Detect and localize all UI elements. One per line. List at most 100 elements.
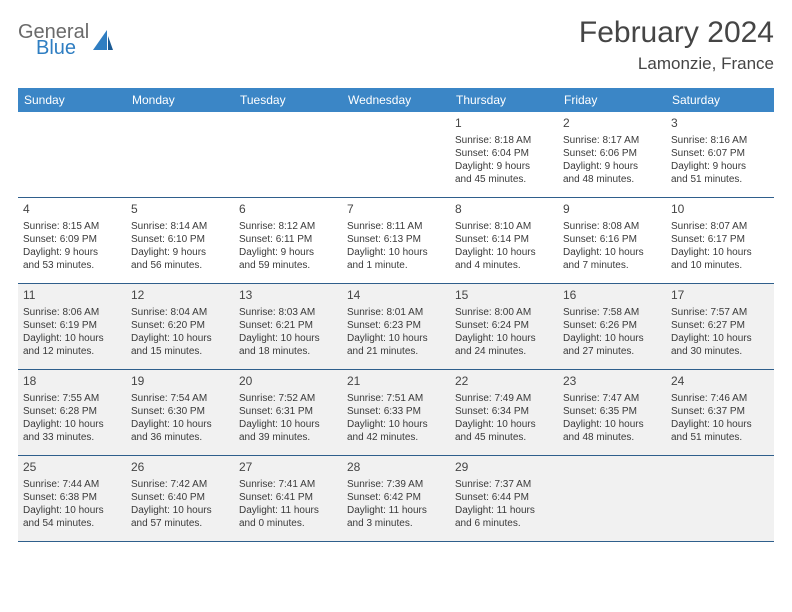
day-number: 4 — [23, 202, 121, 218]
day-detail: Daylight: 10 hours — [23, 504, 121, 517]
day-detail: Sunset: 6:44 PM — [455, 491, 553, 504]
calendar-cell: 7Sunrise: 8:11 AMSunset: 6:13 PMDaylight… — [342, 198, 450, 284]
day-detail: Daylight: 10 hours — [563, 246, 661, 259]
calendar-cell: 28Sunrise: 7:39 AMSunset: 6:42 PMDayligh… — [342, 456, 450, 542]
day-number: 6 — [239, 202, 337, 218]
day-detail: and 56 minutes. — [131, 259, 229, 272]
calendar-cell: 13Sunrise: 8:03 AMSunset: 6:21 PMDayligh… — [234, 284, 342, 370]
calendar-grid: SundayMondayTuesdayWednesdayThursdayFrid… — [18, 88, 774, 542]
dow-header: Monday — [126, 88, 234, 112]
day-detail: Sunset: 6:35 PM — [563, 405, 661, 418]
day-detail: and 1 minute. — [347, 259, 445, 272]
dow-header: Wednesday — [342, 88, 450, 112]
dow-header: Saturday — [666, 88, 774, 112]
day-detail: Sunset: 6:16 PM — [563, 233, 661, 246]
day-detail: Sunrise: 7:42 AM — [131, 478, 229, 491]
day-detail: and 53 minutes. — [23, 259, 121, 272]
day-detail: and 3 minutes. — [347, 517, 445, 530]
day-number: 1 — [455, 116, 553, 132]
header: General Blue February 2024 Lamonzie, Fra… — [18, 16, 774, 74]
month-title: February 2024 — [579, 16, 774, 50]
day-detail: Sunset: 6:17 PM — [671, 233, 769, 246]
calendar-cell-blank — [666, 456, 774, 542]
calendar-cell: 27Sunrise: 7:41 AMSunset: 6:41 PMDayligh… — [234, 456, 342, 542]
day-number: 27 — [239, 460, 337, 476]
day-detail: and 54 minutes. — [23, 517, 121, 530]
day-detail: Daylight: 10 hours — [239, 418, 337, 431]
day-detail: Sunset: 6:28 PM — [23, 405, 121, 418]
calendar-cell: 22Sunrise: 7:49 AMSunset: 6:34 PMDayligh… — [450, 370, 558, 456]
day-number: 14 — [347, 288, 445, 304]
day-detail: and 48 minutes. — [563, 173, 661, 186]
day-detail: Daylight: 10 hours — [455, 246, 553, 259]
day-detail: Sunrise: 7:44 AM — [23, 478, 121, 491]
day-detail: Sunrise: 8:01 AM — [347, 306, 445, 319]
day-number: 26 — [131, 460, 229, 476]
day-detail: and 27 minutes. — [563, 345, 661, 358]
day-detail: Sunset: 6:26 PM — [563, 319, 661, 332]
day-number: 12 — [131, 288, 229, 304]
day-detail: and 39 minutes. — [239, 431, 337, 444]
day-detail: Sunset: 6:06 PM — [563, 147, 661, 160]
day-detail: and 48 minutes. — [563, 431, 661, 444]
day-number: 3 — [671, 116, 769, 132]
calendar-cell: 20Sunrise: 7:52 AMSunset: 6:31 PMDayligh… — [234, 370, 342, 456]
day-detail: Sunrise: 8:07 AM — [671, 220, 769, 233]
day-detail: Sunrise: 8:18 AM — [455, 134, 553, 147]
day-detail: Sunset: 6:10 PM — [131, 233, 229, 246]
day-detail: Sunset: 6:27 PM — [671, 319, 769, 332]
day-detail: and 4 minutes. — [455, 259, 553, 272]
day-detail: Sunset: 6:42 PM — [347, 491, 445, 504]
calendar-cell: 24Sunrise: 7:46 AMSunset: 6:37 PMDayligh… — [666, 370, 774, 456]
day-detail: Daylight: 9 hours — [671, 160, 769, 173]
day-detail: Sunrise: 7:54 AM — [131, 392, 229, 405]
calendar-cell: 10Sunrise: 8:07 AMSunset: 6:17 PMDayligh… — [666, 198, 774, 284]
calendar-cell: 21Sunrise: 7:51 AMSunset: 6:33 PMDayligh… — [342, 370, 450, 456]
day-detail: and 45 minutes. — [455, 173, 553, 186]
day-number: 24 — [671, 374, 769, 390]
day-detail: Daylight: 9 hours — [455, 160, 553, 173]
day-detail: and 12 minutes. — [23, 345, 121, 358]
day-detail: Sunset: 6:24 PM — [455, 319, 553, 332]
day-detail: Sunset: 6:31 PM — [239, 405, 337, 418]
calendar-cell-blank — [234, 112, 342, 198]
day-detail: Sunrise: 7:47 AM — [563, 392, 661, 405]
day-number: 15 — [455, 288, 553, 304]
day-detail: Sunset: 6:09 PM — [23, 233, 121, 246]
calendar-cell: 9Sunrise: 8:08 AMSunset: 6:16 PMDaylight… — [558, 198, 666, 284]
day-detail: Sunrise: 8:00 AM — [455, 306, 553, 319]
day-number: 18 — [23, 374, 121, 390]
calendar-cell: 18Sunrise: 7:55 AMSunset: 6:28 PMDayligh… — [18, 370, 126, 456]
day-number: 29 — [455, 460, 553, 476]
calendar-cell: 3Sunrise: 8:16 AMSunset: 6:07 PMDaylight… — [666, 112, 774, 198]
day-detail: Daylight: 9 hours — [239, 246, 337, 259]
calendar-cell: 29Sunrise: 7:37 AMSunset: 6:44 PMDayligh… — [450, 456, 558, 542]
day-detail: Daylight: 10 hours — [455, 418, 553, 431]
day-number: 11 — [23, 288, 121, 304]
day-detail: Sunrise: 7:39 AM — [347, 478, 445, 491]
calendar-cell: 12Sunrise: 8:04 AMSunset: 6:20 PMDayligh… — [126, 284, 234, 370]
day-detail: and 24 minutes. — [455, 345, 553, 358]
day-detail: Sunset: 6:13 PM — [347, 233, 445, 246]
calendar-cell: 25Sunrise: 7:44 AMSunset: 6:38 PMDayligh… — [18, 456, 126, 542]
calendar-cell: 19Sunrise: 7:54 AMSunset: 6:30 PMDayligh… — [126, 370, 234, 456]
day-detail: and 59 minutes. — [239, 259, 337, 272]
day-number: 23 — [563, 374, 661, 390]
dow-header: Tuesday — [234, 88, 342, 112]
day-number: 22 — [455, 374, 553, 390]
day-number: 16 — [563, 288, 661, 304]
day-detail: Sunset: 6:23 PM — [347, 319, 445, 332]
day-detail: Sunrise: 7:52 AM — [239, 392, 337, 405]
calendar-cell: 1Sunrise: 8:18 AMSunset: 6:04 PMDaylight… — [450, 112, 558, 198]
day-detail: Sunrise: 8:03 AM — [239, 306, 337, 319]
day-detail: Sunrise: 7:49 AM — [455, 392, 553, 405]
day-detail: and 0 minutes. — [239, 517, 337, 530]
day-detail: Sunrise: 8:08 AM — [563, 220, 661, 233]
day-detail: Sunset: 6:37 PM — [671, 405, 769, 418]
day-detail: Daylight: 11 hours — [455, 504, 553, 517]
day-detail: and 45 minutes. — [455, 431, 553, 444]
day-detail: Sunset: 6:41 PM — [239, 491, 337, 504]
day-detail: and 21 minutes. — [347, 345, 445, 358]
brand-part2: Blue — [36, 38, 89, 58]
day-detail: Daylight: 9 hours — [23, 246, 121, 259]
